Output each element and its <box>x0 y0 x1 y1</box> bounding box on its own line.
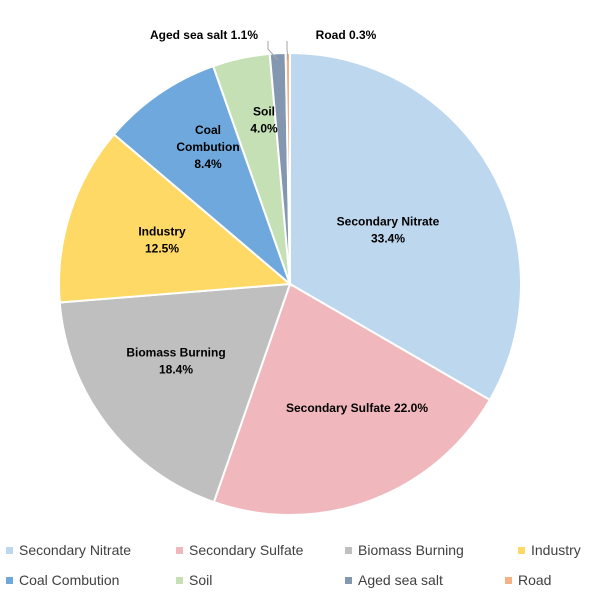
legend-swatch-biomass-burning <box>345 546 352 554</box>
legend-swatch-secondary-sulfate <box>176 546 183 554</box>
legend-label-secondary-sulfate: Secondary Sulfate <box>189 542 304 558</box>
leader-line-aged-sea-salt <box>267 41 279 61</box>
data-label-secondary-sulfate: Secondary Sulfate 22.0% <box>286 401 428 415</box>
legend-label-coal-combution: Coal Combution <box>19 572 120 588</box>
data-label-road: Road 0.3% <box>316 28 377 42</box>
data-label-aged-sea-salt: Aged sea salt 1.1% <box>150 28 258 42</box>
data-label-industry: Industry 12.5% <box>138 225 186 256</box>
leader-line-road <box>286 41 289 60</box>
legend-item-industry: Industry <box>518 542 581 558</box>
pie-plot-area: Secondary Nitrate 33.4% Secondary Sulfate … <box>58 28 522 516</box>
pie-slice-secondary-nitrate <box>289 51 522 402</box>
legend-item-aged-sea-salt: Aged sea salt <box>345 572 443 588</box>
legend-label-aged-sea-salt: Aged sea salt <box>358 572 443 588</box>
data-label-soil: Soil 4.0% <box>250 105 278 136</box>
data-label-coal-combution: Coal Combution 8.4% <box>176 123 239 171</box>
pie-slice-coal-combution <box>112 64 293 288</box>
legend-label-industry: Industry <box>531 542 581 558</box>
legend-swatch-soil <box>176 576 183 584</box>
leader-lines-layer <box>267 41 289 61</box>
legend-swatch-aged-sea-salt <box>345 576 352 584</box>
pie-slice-secondary-sulfate <box>212 282 492 516</box>
slices-layer <box>58 51 522 516</box>
legend-label-road: Road <box>518 572 552 588</box>
pie-slice-biomass-burning <box>58 282 292 504</box>
legend-swatch-coal-combution <box>6 576 13 584</box>
legend-item-secondary-nitrate: Secondary Nitrate <box>6 542 131 558</box>
pie-slice-industry <box>58 132 293 304</box>
legend-label-biomass-burning: Biomass Burning <box>358 542 464 558</box>
legend-item-soil: Soil <box>176 572 212 588</box>
legend-item-biomass-burning: Biomass Burning <box>345 542 464 558</box>
legend-swatch-industry <box>518 546 525 554</box>
legend-swatch-secondary-nitrate <box>6 546 13 554</box>
data-label-secondary-nitrate: Secondary Nitrate 33.4% <box>337 215 440 246</box>
legend-label-soil: Soil <box>189 572 213 588</box>
legend-item-secondary-sulfate: Secondary Sulfate <box>176 542 303 558</box>
data-label-biomass-burning: Biomass Burning 18.4% <box>126 346 225 377</box>
legend-item-road: Road <box>505 572 551 588</box>
legend-item-coal-combution: Coal Combution <box>6 572 119 588</box>
legend-swatch-road <box>505 576 512 584</box>
data-labels-layer: Secondary Nitrate 33.4% Secondary Sulfate … <box>126 28 439 415</box>
legend-label-secondary-nitrate: Secondary Nitrate <box>19 542 132 558</box>
